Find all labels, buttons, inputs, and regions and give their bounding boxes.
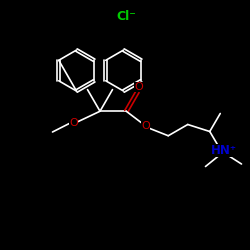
Text: O: O	[70, 118, 78, 128]
Text: O: O	[142, 121, 150, 131]
Text: O: O	[134, 82, 143, 92]
Text: Cl⁻: Cl⁻	[116, 10, 136, 23]
Text: HN⁺: HN⁺	[210, 144, 236, 157]
